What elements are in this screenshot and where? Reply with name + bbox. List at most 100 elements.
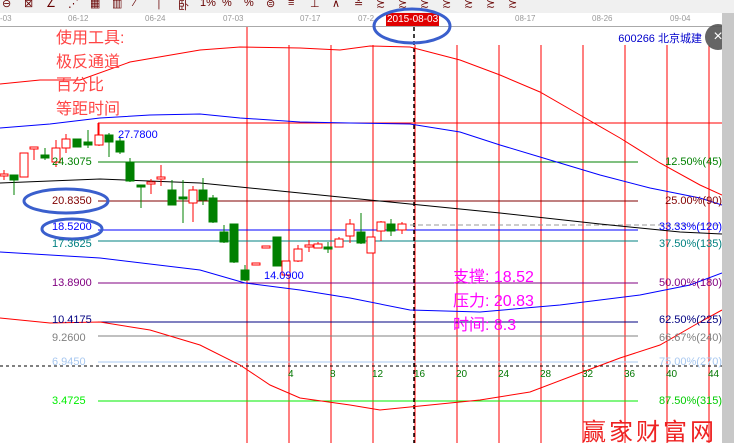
candle-down <box>198 189 208 201</box>
fib-price-label: 17.3625 <box>52 238 92 250</box>
candle-up <box>345 223 355 237</box>
date-axis: -03 06-12 06-24 07-03 07-17 07-2 08-17 08-26 09-… <box>0 13 722 27</box>
candle-up <box>146 181 156 185</box>
toolbar-button[interactable]: ≿ <box>398 0 408 10</box>
toolbar-button[interactable]: ≿ <box>464 0 474 10</box>
candle-up <box>94 134 104 146</box>
upper-blue-channel <box>0 113 722 206</box>
toolbar-button[interactable]: │ <box>156 0 163 9</box>
time-tick: 24 <box>498 369 510 380</box>
candle-up <box>61 138 71 149</box>
toolbar-button[interactable]: ≿ <box>508 0 518 10</box>
candle-up <box>293 248 303 262</box>
candle-up <box>251 262 261 266</box>
toolbar-button[interactable]: % <box>244 0 254 9</box>
pressure-highlight-circle <box>22 187 110 215</box>
note-line: 等距时间 <box>56 100 121 118</box>
fib-percent-label: 87.50%(315) <box>659 395 722 407</box>
fib-percent-label: 50.00%(180) <box>659 277 722 289</box>
fib-price-label: 24.3075 <box>52 156 92 168</box>
toolbar-button[interactable]: ∧ <box>332 0 341 10</box>
toolbar-button[interactable]: ⁄ <box>134 0 136 9</box>
candle-up <box>261 245 271 249</box>
toolbar-button[interactable]: ⊠ <box>24 0 34 10</box>
time-tick: 28 <box>540 369 552 380</box>
date-label: 08-26 <box>592 14 613 23</box>
date-label: 07-03 <box>223 14 244 23</box>
lower-red-channel <box>0 309 722 411</box>
candle-up <box>0 173 9 177</box>
toolbar-button[interactable]: ≿ <box>376 0 386 10</box>
time-result: 时间: 8.3 <box>453 317 517 334</box>
candle-down <box>356 231 366 244</box>
fib-percent-label: 66.67%(240) <box>659 332 722 344</box>
support-result: 支撑: 18.52 <box>453 269 534 286</box>
candle-down <box>72 138 82 148</box>
time-tick: 32 <box>582 369 594 380</box>
candle-down <box>208 197 218 223</box>
date-label: 09-04 <box>670 14 691 23</box>
toolbar-button[interactable]: ⊥ <box>310 0 320 10</box>
fib-percent-label: 62.50%(225) <box>659 314 722 326</box>
toolbar-button[interactable]: ≡ <box>288 0 295 9</box>
fib-price-label: 18.5200 <box>52 221 92 233</box>
candle-down <box>125 162 135 182</box>
support-highlight-circle <box>40 217 104 241</box>
candle-down <box>272 236 282 267</box>
candle-up <box>188 189 198 204</box>
fib-price-label: 20.8350 <box>52 195 92 207</box>
toolbar-button[interactable]: ⊜ <box>266 0 276 10</box>
lower-blue-channel <box>0 251 722 313</box>
candle-down <box>40 154 50 159</box>
toolbar-button[interactable]: ▥ <box>112 0 123 10</box>
time-tick: 16 <box>414 369 426 380</box>
candle-down <box>104 134 114 143</box>
toolbar-button[interactable]: ≛ <box>354 0 364 10</box>
fib-price-label: 3.4725 <box>52 395 86 407</box>
time-tick: 36 <box>624 369 636 380</box>
time-tick: 4 <box>288 369 294 380</box>
candle-up <box>334 238 344 248</box>
scrollbar[interactable] <box>722 13 734 443</box>
candle-down <box>240 269 250 281</box>
toolbar-button[interactable]: % <box>222 0 232 9</box>
toolbar-button[interactable]: ▦ <box>90 0 101 10</box>
fib-percent-label: 37.50%(135) <box>659 238 722 250</box>
toolbar-button[interactable]: ≿ <box>486 0 496 10</box>
toolbar-button[interactable]: 卧 <box>178 0 189 12</box>
candle-up <box>397 223 407 231</box>
date-label: 08-17 <box>515 14 536 23</box>
toolbar-button[interactable]: 1% <box>200 0 216 9</box>
note-line: 百分比 <box>56 77 105 94</box>
note-line: 极反通道 <box>56 53 121 71</box>
toolbar: ⊖ ⊠ ∠ ⋰ ▦ ▥ ⁄ │ 卧 1%%% ⊜ ≡ ⊥ ∧ ≛ ≿ ≿ ≿ ≿ ≿ ≿ ≿ <box>0 0 734 13</box>
candle-down <box>178 196 188 200</box>
candle-down <box>229 223 239 263</box>
date-label: 07-17 <box>300 14 321 23</box>
date-label: -03 <box>0 14 12 23</box>
low-price-label: 14.0900 <box>264 270 304 282</box>
time-tick: 40 <box>666 369 678 380</box>
candle-down <box>386 223 396 232</box>
toolbar-button[interactable]: ∠ <box>46 0 56 10</box>
date-label: 06-24 <box>145 14 166 23</box>
toolbar-button[interactable]: ≿ <box>442 0 452 10</box>
candle-up <box>313 243 323 249</box>
time-tick: 44 <box>708 369 720 380</box>
candle-down <box>219 231 229 243</box>
toolbar-button[interactable]: ⋰ <box>68 0 79 10</box>
candle-down <box>323 246 333 250</box>
toolbar-button[interactable]: ≿ <box>420 0 430 10</box>
candle-down <box>9 174 19 181</box>
selected-date: 2015-08-03 <box>386 13 440 26</box>
watermark: 赢家财富网 <box>582 418 717 446</box>
notes: 使用工具: 极反通道 百分比 等距时间 <box>56 27 124 121</box>
candle-down <box>136 184 146 188</box>
candle-up <box>376 221 386 232</box>
candle-down <box>167 189 177 206</box>
candle-up <box>304 244 314 248</box>
candle-up <box>51 147 61 163</box>
date-label: 07-2 <box>358 14 375 23</box>
toolbar-button[interactable]: ⊖ <box>2 0 12 10</box>
candlestick-chart[interactable] <box>0 0 722 443</box>
